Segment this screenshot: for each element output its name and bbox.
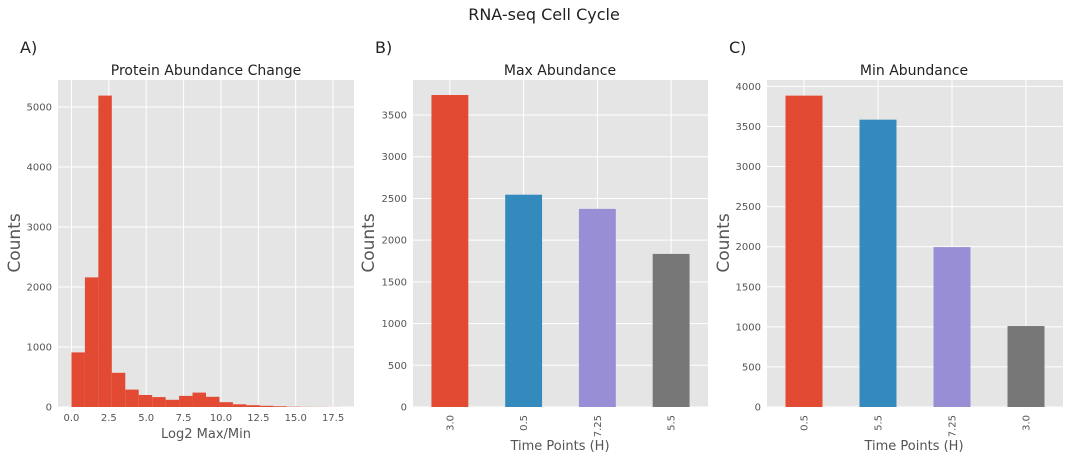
panel-c-ytick-label: 2000 — [736, 242, 761, 253]
panel-a-hist-bar — [273, 406, 286, 407]
panel-c-ytick-label: 1500 — [736, 282, 761, 293]
panel-a-hist-bar — [193, 393, 206, 407]
panel-b-xtick-label: 3.0 — [445, 415, 456, 431]
panel-c-ytick-label: 4000 — [736, 82, 761, 93]
panel-a-xtick-label: 7.5 — [176, 413, 192, 424]
panel-a-xlabel: Log2 Max/Min — [161, 427, 251, 442]
panel-a-ytick-label: 2000 — [27, 283, 52, 294]
panel-a-ylabel: Counts — [5, 213, 25, 272]
panel-b-ytick-label: 1500 — [382, 277, 407, 288]
panel-a-hist-bar — [139, 395, 152, 407]
panel-c-xtick-label: 7.25 — [948, 415, 959, 437]
panel-a-ytick-label: 5000 — [27, 103, 52, 114]
panel-a-hist-bar — [260, 406, 273, 407]
panel-c-title: Min Abundance — [860, 63, 968, 79]
panel-c-y-ticks: 0 500 1000 1500 2000 2500 3000 3500 4000 — [736, 82, 761, 414]
panel-a-hist-bar — [179, 396, 192, 407]
panel-c-bar — [934, 247, 971, 407]
panel-a-hist-bar — [85, 277, 98, 407]
panel-b-ytick-label: 3000 — [382, 152, 407, 163]
panel-b-bar — [653, 254, 690, 407]
panel-b-letter: B) — [375, 38, 392, 57]
panel-c-ytick-label: 2500 — [736, 202, 761, 213]
panel-c-ylabel: Counts — [714, 213, 734, 272]
panel-c-xtick-label: 5.5 — [874, 415, 885, 431]
panel-c-ytick-label: 3000 — [736, 162, 761, 173]
panel-b-xlabel: Time Points (H) — [509, 439, 609, 454]
panel-b-ytick-label: 2500 — [382, 194, 407, 205]
panel-a-xtick-label: 2.5 — [101, 413, 117, 424]
panel-c-ytick-label: 500 — [742, 362, 761, 373]
figure-suptitle: RNA-seq Cell Cycle — [468, 5, 620, 24]
panel-b-ytick-label: 2000 — [382, 236, 407, 247]
panel-a-hist-bar — [152, 397, 165, 407]
panel-a-ytick-label: 3000 — [27, 223, 52, 234]
panel-b: B) Max Abundance 3.0 0.5 7.25 5.5 0 500 1000 1… — [359, 38, 708, 454]
panel-b-xtick-label: 5.5 — [667, 415, 678, 431]
panel-a-xtick-label: 12.5 — [247, 413, 269, 424]
panel-a-xtick-label: 10.0 — [210, 413, 232, 424]
panel-c-ytick-label: 1000 — [736, 322, 761, 333]
panel-b-title: Max Abundance — [504, 63, 616, 79]
panel-c-x-ticks: 0.5 5.5 7.25 3.0 — [800, 415, 1033, 437]
panel-a-hist-bar — [166, 400, 179, 407]
panel-b-ytick-label: 1000 — [382, 319, 407, 330]
panel-a-ytick-label: 4000 — [27, 163, 52, 174]
panel-a-xtick-label: 5.0 — [138, 413, 154, 424]
panel-a-hist-bar — [98, 96, 111, 407]
panel-a-hist-bar — [112, 373, 125, 407]
panel-a-ytick-label: 0 — [46, 403, 52, 414]
panel-c: C) Min Abundance 0.5 5.5 7.25 3.0 0 500 1000 1… — [714, 38, 1063, 454]
panel-a-hist-bar — [246, 405, 259, 407]
panel-a-xtick-label: 17.5 — [322, 413, 344, 424]
panel-c-ytick-label: 0 — [755, 403, 761, 414]
panel-b-y-ticks: 0 500 1000 1500 2000 2500 3000 3500 — [382, 111, 407, 414]
panel-b-ytick-label: 3500 — [382, 111, 407, 122]
panel-b-xtick-label: 0.5 — [519, 415, 530, 431]
panel-c-xtick-label: 0.5 — [800, 415, 811, 431]
panel-c-bar — [1008, 326, 1045, 407]
panel-a-xtick-label: 0.0 — [64, 413, 80, 424]
panel-a-hist-bar — [71, 352, 84, 407]
panel-c-xtick-label: 3.0 — [1022, 415, 1033, 431]
panel-b-bar — [505, 195, 542, 407]
panel-b-ytick-label: 500 — [388, 361, 407, 372]
panel-a-xtick-label: 15.0 — [285, 413, 307, 424]
panel-a-hist-bar — [219, 402, 232, 407]
panel-b-bar — [579, 209, 616, 407]
panel-a-ytick-label: 1000 — [27, 343, 52, 354]
panel-a-hist-bar — [233, 404, 246, 407]
panel-a-x-ticks: 0.0 2.5 5.0 7.5 10.0 12.5 15.0 17.5 — [64, 413, 345, 424]
panel-a-letter: A) — [20, 38, 37, 57]
panel-c-bar — [860, 120, 897, 407]
panel-a-title: Protein Abundance Change — [111, 63, 301, 79]
panel-c-bar — [786, 96, 823, 407]
panel-b-x-ticks: 3.0 0.5 7.25 5.5 — [445, 415, 677, 437]
panel-a: A) Protein Abundance Change 0.0 2.5 5.0 7.5… — [5, 38, 354, 442]
panel-a-y-ticks: 0 1000 2000 3000 4000 5000 — [27, 103, 52, 414]
panel-c-xlabel: Time Points (H) — [863, 439, 963, 454]
panel-b-ytick-label: 0 — [401, 403, 407, 414]
panel-a-hist-bar — [206, 397, 219, 407]
panel-a-hist-bar — [125, 390, 138, 407]
panel-b-ylabel: Counts — [359, 213, 379, 272]
panel-c-letter: C) — [729, 38, 746, 57]
panel-b-bar — [431, 95, 468, 407]
panel-b-xtick-label: 7.25 — [593, 415, 604, 437]
panel-c-ytick-label: 3500 — [736, 122, 761, 133]
